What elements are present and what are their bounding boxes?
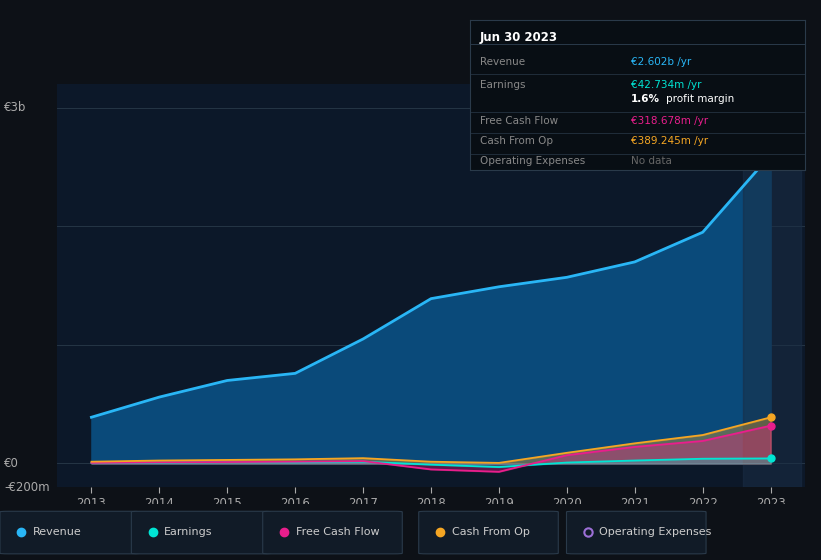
Bar xyxy=(744,84,801,487)
Text: profit margin: profit margin xyxy=(666,95,734,105)
Text: Operating Expenses: Operating Expenses xyxy=(599,527,712,537)
Text: Free Cash Flow: Free Cash Flow xyxy=(480,115,558,125)
Text: No data: No data xyxy=(631,156,672,166)
Text: Cash From Op: Cash From Op xyxy=(480,137,553,147)
Text: €318.678m /yr: €318.678m /yr xyxy=(631,115,708,125)
Text: Cash From Op: Cash From Op xyxy=(452,527,530,537)
Text: €389.245m /yr: €389.245m /yr xyxy=(631,137,708,147)
Text: Revenue: Revenue xyxy=(33,527,81,537)
Text: Earnings: Earnings xyxy=(480,80,525,90)
FancyBboxPatch shape xyxy=(263,511,402,554)
Text: €3b: €3b xyxy=(4,101,26,114)
Text: Revenue: Revenue xyxy=(480,57,525,67)
Text: €2.602b /yr: €2.602b /yr xyxy=(631,57,691,67)
Text: Jun 30 2023: Jun 30 2023 xyxy=(480,30,558,44)
Text: Earnings: Earnings xyxy=(164,527,213,537)
Text: Free Cash Flow: Free Cash Flow xyxy=(296,527,379,537)
Text: -€200m: -€200m xyxy=(4,480,50,494)
Text: Operating Expenses: Operating Expenses xyxy=(480,156,585,166)
FancyBboxPatch shape xyxy=(131,511,271,554)
Text: €0: €0 xyxy=(4,457,19,470)
Text: €42.734m /yr: €42.734m /yr xyxy=(631,80,701,90)
Text: 1.6%: 1.6% xyxy=(631,95,660,105)
FancyBboxPatch shape xyxy=(0,511,140,554)
FancyBboxPatch shape xyxy=(566,511,706,554)
FancyBboxPatch shape xyxy=(419,511,558,554)
